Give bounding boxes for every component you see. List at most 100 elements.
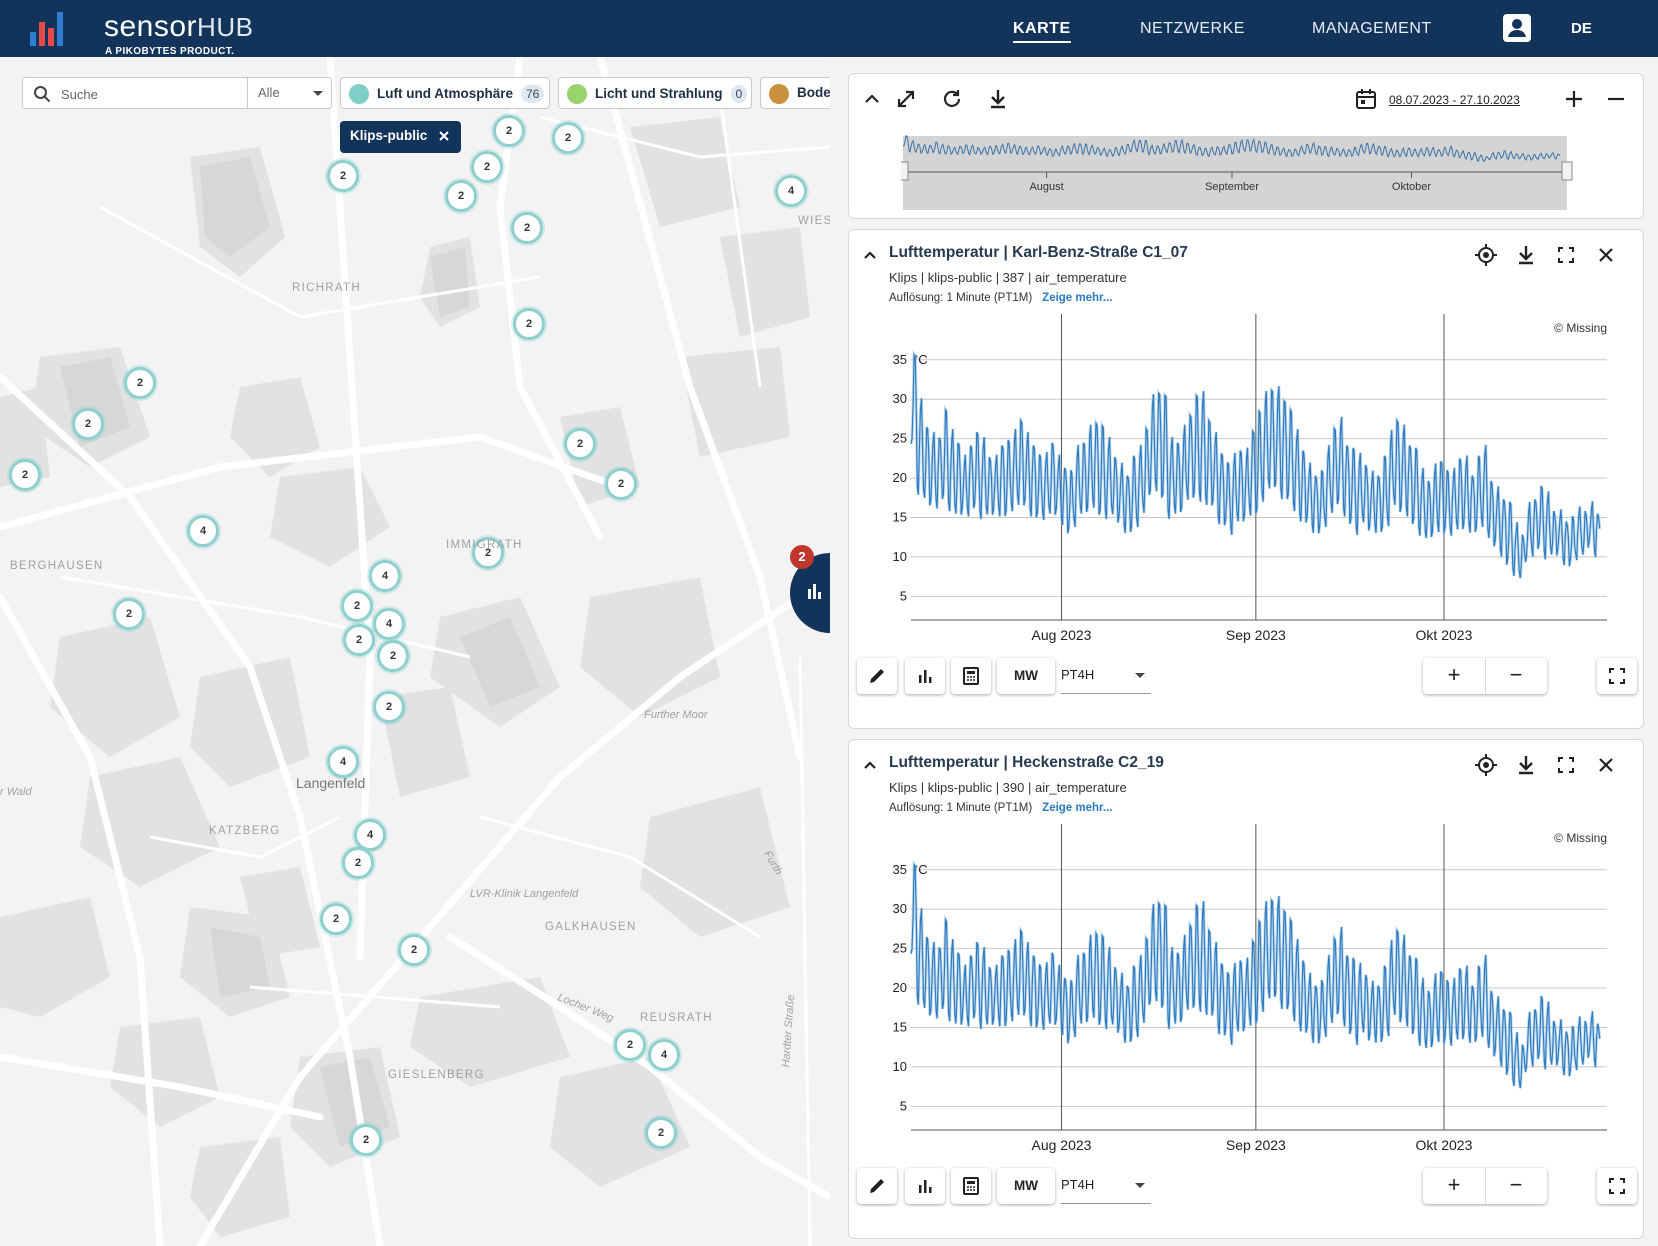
show-more-link[interactable]: Zeige mehr... bbox=[1042, 802, 1113, 814]
download-icon[interactable] bbox=[985, 86, 1011, 112]
calculator-button[interactable] bbox=[951, 658, 991, 694]
sensor-cluster[interactable]: 2 bbox=[113, 598, 145, 630]
close-icon[interactable] bbox=[437, 129, 451, 143]
category-chip-air[interactable]: Luft und Atmosphäre 76 bbox=[340, 77, 550, 109]
sensor-cluster[interactable]: 4 bbox=[775, 175, 807, 207]
sensor-cluster[interactable]: 2 bbox=[377, 640, 409, 672]
locate-icon[interactable] bbox=[1473, 752, 1499, 778]
category-chip-light[interactable]: Licht und Strahlung 0 bbox=[558, 77, 752, 109]
sensor-cluster[interactable]: 2 bbox=[614, 1029, 646, 1061]
language-switch[interactable]: DE bbox=[1571, 20, 1592, 37]
locate-icon[interactable] bbox=[1473, 242, 1499, 268]
close-icon[interactable] bbox=[1593, 752, 1619, 778]
category-label: Licht und Strahlung bbox=[595, 86, 723, 101]
bar-chart-icon bbox=[808, 584, 821, 599]
download-icon[interactable] bbox=[1513, 752, 1539, 778]
sensor-cluster[interactable]: 2 bbox=[552, 122, 584, 154]
close-icon[interactable] bbox=[1593, 242, 1619, 268]
show-more-link[interactable]: Zeige mehr... bbox=[1042, 292, 1113, 304]
card-subtitle: Klips | klips-public | 387 | air_tempera… bbox=[889, 270, 1127, 285]
sensor-cluster[interactable]: 4 bbox=[369, 560, 401, 592]
interval-value: PT4H bbox=[1061, 1177, 1095, 1192]
x-tick-label: Sep 2023 bbox=[1226, 627, 1286, 643]
sensor-cluster[interactable]: 2 bbox=[493, 115, 525, 147]
category-chip-soil[interactable]: Boden bbox=[760, 77, 830, 109]
sensor-cluster[interactable]: 4 bbox=[187, 515, 219, 547]
zoom-out-icon[interactable] bbox=[1603, 86, 1629, 112]
search-filter-select[interactable]: Alle bbox=[247, 78, 333, 108]
y-tick-label: 5 bbox=[900, 1098, 907, 1113]
sensor-cluster[interactable]: 2 bbox=[72, 408, 104, 440]
edit-button[interactable] bbox=[857, 658, 897, 694]
nav-management[interactable]: MANAGEMENT bbox=[1312, 20, 1432, 37]
fullscreen-icon[interactable] bbox=[1553, 752, 1579, 778]
chart-type-button[interactable] bbox=[905, 1168, 945, 1204]
timeline-overview-chart[interactable]: August September Oktober bbox=[901, 134, 1601, 212]
sensor-cluster[interactable]: 2 bbox=[472, 537, 504, 569]
interval-select[interactable]: PT4H bbox=[1061, 1168, 1151, 1204]
search-filter-value: Alle bbox=[258, 85, 280, 100]
search-input[interactable] bbox=[61, 84, 261, 104]
y-tick-label: 20 bbox=[893, 980, 907, 995]
aggregation-button[interactable]: MW bbox=[997, 658, 1055, 694]
sensor-cluster[interactable]: 2 bbox=[373, 691, 405, 723]
date-range-picker[interactable]: 08.07.2023 - 27.10.2023 bbox=[1389, 93, 1520, 107]
expand-icon[interactable] bbox=[893, 86, 919, 112]
sensor-cluster[interactable]: 2 bbox=[342, 847, 374, 879]
sensor-cluster[interactable]: 2 bbox=[513, 308, 545, 340]
map-view[interactable]: Alle Luft und Atmosphäre 76 Licht und Str… bbox=[0, 57, 830, 1246]
chart-fullscreen-button[interactable] bbox=[1597, 658, 1637, 694]
sensor-cluster[interactable]: 2 bbox=[445, 180, 477, 212]
chart-zoom-in-button[interactable]: + bbox=[1447, 662, 1461, 687]
calculator-button[interactable] bbox=[951, 1168, 991, 1204]
chevron-up-icon[interactable] bbox=[859, 86, 885, 112]
sensor-cluster[interactable]: 4 bbox=[354, 819, 386, 851]
sensorhub-logo[interactable]: sensorHUB A PIKOBYTES PRODUCT. bbox=[28, 8, 253, 57]
sensor-cluster[interactable]: 2 bbox=[341, 590, 373, 622]
nav-karte[interactable]: KARTE bbox=[1013, 0, 1071, 57]
chart-zoom-out-button[interactable]: − bbox=[1509, 1172, 1523, 1197]
chart-fullscreen-button[interactable] bbox=[1597, 1168, 1637, 1204]
chevron-up-icon[interactable] bbox=[857, 242, 883, 268]
zoom-in-icon[interactable] bbox=[1561, 86, 1587, 112]
sensor-cluster[interactable]: 4 bbox=[327, 746, 359, 778]
sensor-cluster[interactable]: 2 bbox=[320, 903, 352, 935]
sensor-cluster[interactable]: 2 bbox=[645, 1117, 677, 1149]
user-account-icon[interactable] bbox=[1503, 14, 1531, 42]
sensor-cluster[interactable]: 2 bbox=[343, 624, 375, 656]
edit-button[interactable] bbox=[857, 1168, 897, 1204]
aggregation-button[interactable]: MW bbox=[997, 1168, 1055, 1204]
chart-type-button[interactable] bbox=[905, 658, 945, 694]
chart-zoom-out-button[interactable]: − bbox=[1509, 662, 1523, 687]
sensor-cluster[interactable]: 2 bbox=[9, 459, 41, 491]
category-count: 76 bbox=[521, 85, 545, 103]
chart-panel: 08.07.2023 - 27.10.2023 August September O… bbox=[830, 57, 1658, 1246]
sensor-cluster[interactable]: 2 bbox=[471, 151, 503, 183]
timeline-overview-card: 08.07.2023 - 27.10.2023 August September O… bbox=[848, 73, 1644, 219]
calendar-icon[interactable] bbox=[1353, 86, 1379, 112]
sensor-cluster[interactable]: 4 bbox=[648, 1039, 680, 1071]
refresh-icon[interactable] bbox=[939, 86, 965, 112]
active-filter-tag[interactable]: Klips-public bbox=[340, 121, 462, 153]
sensor-cluster[interactable]: 2 bbox=[327, 160, 359, 192]
y-tick-label: 25 bbox=[893, 431, 907, 446]
sensor-cluster[interactable]: 2 bbox=[605, 468, 637, 500]
sensor-cluster[interactable]: 2 bbox=[398, 934, 430, 966]
fullscreen-icon[interactable] bbox=[1553, 242, 1579, 268]
chevron-up-icon[interactable] bbox=[857, 752, 883, 778]
map-label-langenfeld: Langenfeld bbox=[296, 775, 366, 791]
sensor-cluster[interactable]: 2 bbox=[350, 1124, 382, 1156]
search-bar: Alle bbox=[22, 77, 332, 109]
nav-netzwerke[interactable]: NETZWERKE bbox=[1140, 20, 1245, 37]
sensor-cluster[interactable]: 2 bbox=[124, 367, 156, 399]
sensor-cluster[interactable]: 4 bbox=[373, 608, 405, 640]
interval-select[interactable]: PT4H bbox=[1061, 658, 1151, 694]
sensor-cluster[interactable]: 2 bbox=[564, 428, 596, 460]
sensor-cluster[interactable]: 2 bbox=[511, 212, 543, 244]
chart-zoom-in-button[interactable]: + bbox=[1447, 1172, 1461, 1197]
download-icon[interactable] bbox=[1513, 242, 1539, 268]
pencil-icon bbox=[870, 669, 884, 683]
pencil-icon bbox=[870, 1179, 884, 1193]
